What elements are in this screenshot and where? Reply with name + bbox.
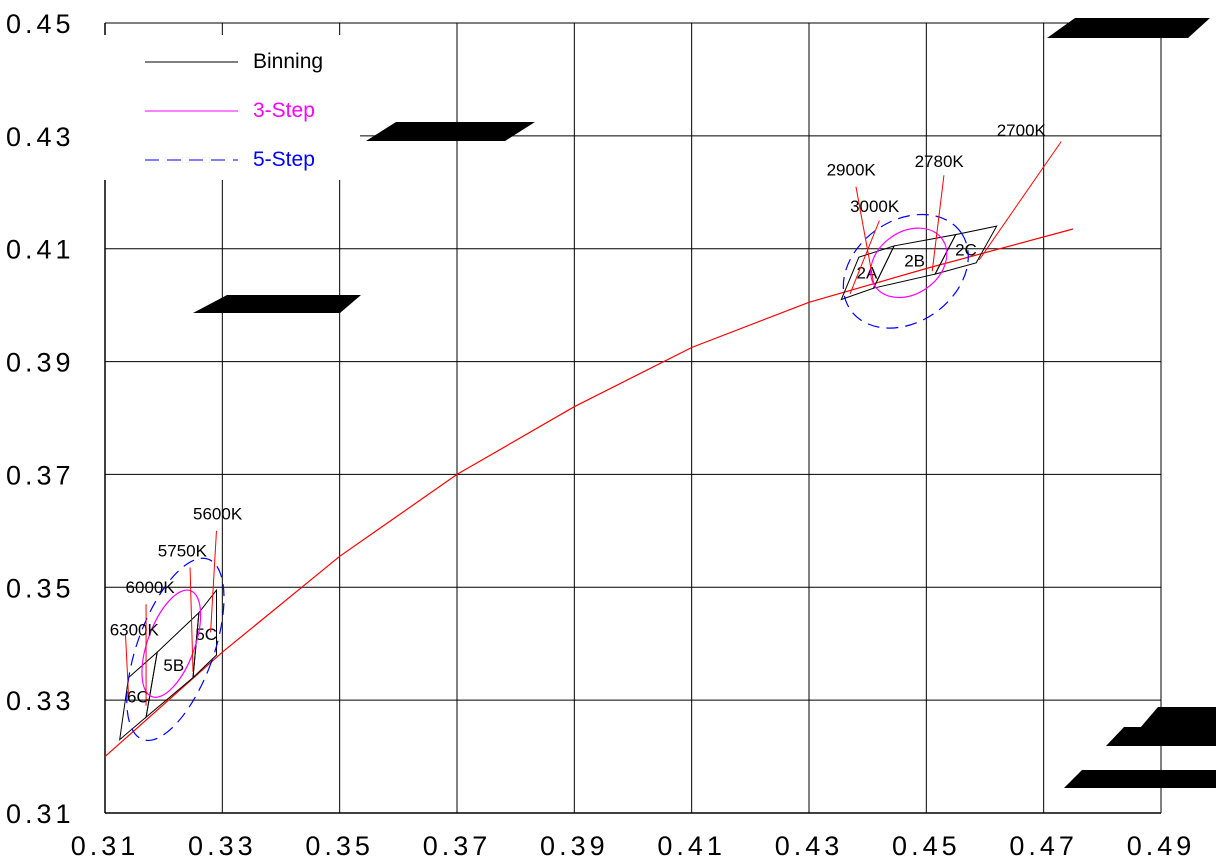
- black-mark-5: [1106, 727, 1216, 746]
- x-tick-label: 0.45: [892, 831, 961, 861]
- black-mark-3: [1047, 18, 1210, 38]
- bin-label-2c: 2C: [955, 240, 977, 259]
- x-tick-label: 0.37: [423, 831, 492, 861]
- macadam-ellipses: [126, 213, 969, 742]
- legend-5step-label: 5-Step: [253, 148, 315, 171]
- binning-polygons: 6C 5B 5C 2A 2B 2C: [119, 225, 998, 741]
- bin-label-5c: 5C: [195, 625, 217, 644]
- y-axis-ticks: 0.31 0.33 0.35 0.37 0.39 0.41 0.43 0.45: [6, 9, 75, 829]
- black-mark-2: [366, 122, 535, 141]
- cct-leader-line: [189, 567, 194, 672]
- y-tick-label: 0.41: [6, 235, 75, 265]
- bin-polygon-2c: [934, 225, 998, 275]
- cct-label-6300k: 6300K: [110, 620, 160, 639]
- x-tick-label: 0.39: [540, 831, 609, 861]
- y-tick-label: 0.33: [6, 686, 75, 716]
- cct-label-3000k: 3000K: [850, 197, 900, 216]
- legend: Binning 3-Step 5-Step: [145, 50, 323, 171]
- cct-label-5750k: 5750K: [158, 541, 208, 560]
- x-tick-label: 0.41: [657, 831, 726, 861]
- black-mark-1: [193, 295, 361, 313]
- legend-binning-label: Binning: [253, 50, 323, 73]
- legend-3step-label: 3-Step: [253, 99, 315, 122]
- cct-leader-line: [855, 186, 875, 283]
- cct-leader-line: [931, 175, 945, 272]
- y-tick-label: 0.31: [6, 799, 75, 829]
- bin-polygon-5c: [192, 588, 217, 679]
- cct-leader-line: [849, 220, 880, 295]
- x-tick-label: 0.31: [71, 831, 140, 861]
- planckian-locus-line: [104, 228, 1074, 758]
- cct-label-2700k: 2700K: [997, 121, 1047, 140]
- cct-leader-line: [125, 635, 129, 695]
- bin-label-2a: 2A: [857, 264, 878, 283]
- x-axis-ticks: 0.31 0.33 0.35 0.37 0.39 0.41 0.43 0.45 0.47 0.49: [71, 831, 1196, 861]
- legend-background: [100, 35, 360, 180]
- x-tick-label: 0.47: [1009, 831, 1078, 861]
- cct-leader-line: [978, 141, 1062, 261]
- y-tick-label: 0.39: [6, 348, 75, 378]
- five-step-ellipse-3: [842, 213, 969, 329]
- x-tick-label: 0.33: [188, 831, 257, 861]
- cct-label-2780k: 2780K: [915, 152, 965, 171]
- x-tick-label: 0.43: [775, 831, 844, 861]
- bin-label-2b: 2B: [904, 252, 925, 271]
- five-step-ellipse-1: [126, 557, 225, 742]
- planckian-locus: [104, 228, 1074, 758]
- x-tick-label: 0.49: [1127, 831, 1196, 861]
- three-step-ellipse-2: [870, 227, 948, 299]
- black-mark-4: [1140, 707, 1216, 728]
- y-tick-label: 0.43: [6, 122, 75, 152]
- cct-label-2900k: 2900K: [827, 160, 877, 179]
- cct-label-5600k: 5600K: [193, 505, 243, 524]
- bin-label-5b: 5B: [163, 656, 184, 675]
- grid: [104, 22, 1162, 814]
- x-tick-label: 0.35: [305, 831, 374, 861]
- bin-label-6c: 6C: [127, 688, 149, 707]
- y-tick-label: 0.35: [6, 573, 75, 603]
- cct-leader-line: [210, 530, 217, 633]
- black-mark-6: [1064, 770, 1216, 788]
- cct-label-6000k: 6000K: [126, 578, 176, 597]
- y-tick-label: 0.37: [6, 460, 75, 490]
- cct-labels: 6300K 6000K 5750K 5600K 3000K 2900K 2780K 2700K: [110, 121, 1062, 706]
- y-tick-label: 0.45: [6, 9, 75, 39]
